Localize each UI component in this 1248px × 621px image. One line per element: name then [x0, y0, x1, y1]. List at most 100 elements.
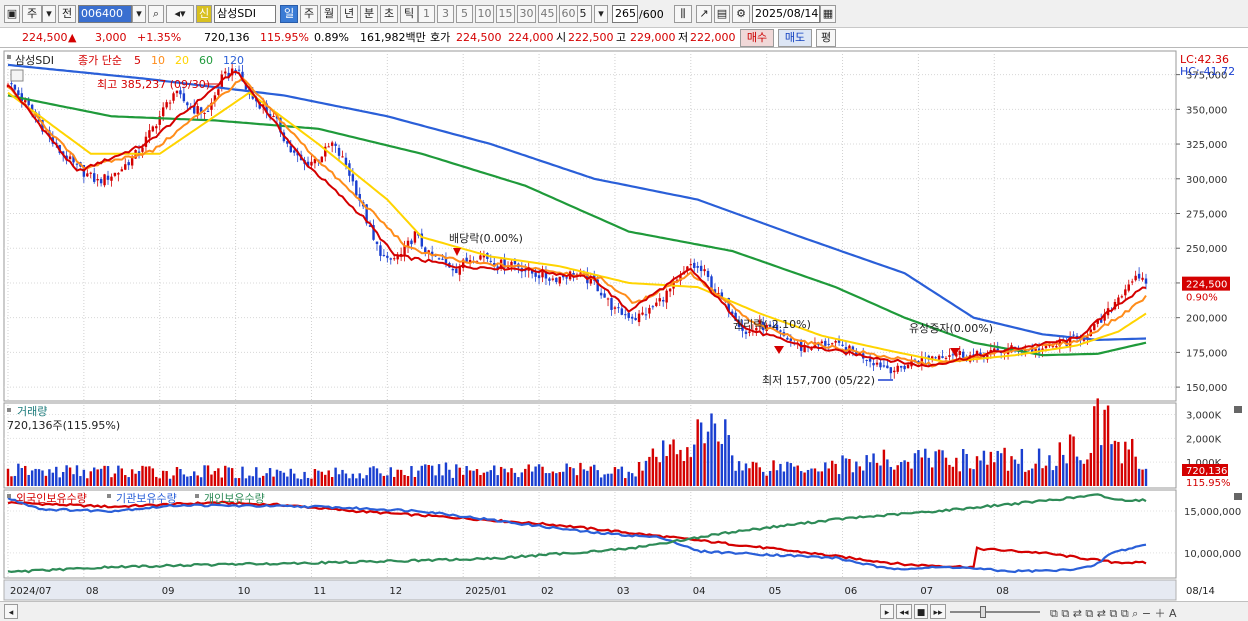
volume-bar: [406, 476, 410, 486]
volume-bar: [158, 478, 161, 486]
volume-bar: [137, 471, 141, 486]
candle-body: [327, 146, 330, 148]
interval-dropdown-icon[interactable]: ▾: [594, 5, 608, 23]
calendar-icon[interactable]: ▦: [820, 5, 836, 23]
volume-bar: [944, 457, 948, 486]
volume-bar: [1093, 406, 1096, 486]
prev-button[interactable]: 전: [58, 5, 76, 23]
stock-code-input[interactable]: 006400: [78, 5, 132, 23]
save-icon[interactable]: ▤: [714, 5, 730, 23]
volume-bar: [424, 464, 427, 486]
volume-bar: [986, 464, 989, 486]
draw-tool-icon[interactable]: ↗: [696, 5, 712, 23]
chart-tools-icons[interactable]: ⧉ ⧉ ⇄ ⧉ ⇄ ⧉ ⧉ ⌕ − ＋ A: [1050, 607, 1177, 620]
candle-body: [768, 325, 772, 328]
volume-bar: [1072, 436, 1075, 486]
candle-body: [337, 147, 341, 156]
y-tick-0: 150,000: [1186, 383, 1227, 394]
chart-scrollbar[interactable]: ◂ ▸ ◂◂ ■ ▸▸ ⧉ ⧉ ⇄ ⧉ ⇄ ⧉ ⧉ ⌕ − ＋ A: [0, 601, 1248, 621]
volume-bar: [999, 453, 1003, 486]
volume-bar: [365, 475, 368, 486]
volume-bar: [1024, 471, 1027, 486]
period-3[interactable]: 년: [340, 5, 358, 23]
interval-1[interactable]: 3: [437, 5, 454, 23]
interval-2[interactable]: 5: [456, 5, 473, 23]
rights-marker: [774, 346, 784, 354]
volume-bar: [613, 467, 617, 486]
volume-bar: [306, 477, 310, 486]
candle-body: [396, 255, 399, 260]
volume-bar: [513, 472, 517, 486]
period-1[interactable]: 주: [300, 5, 318, 23]
volume-bar: [448, 469, 451, 486]
interval-3[interactable]: 10: [475, 5, 494, 23]
buy-button[interactable]: 매수: [740, 29, 774, 47]
sell-button[interactable]: 매도: [778, 29, 812, 47]
interval-value[interactable]: 5: [574, 5, 592, 23]
gear-icon[interactable]: ⚙: [732, 5, 750, 23]
candle-body: [993, 348, 996, 351]
volume-bar: [58, 477, 61, 486]
volume-bar: [551, 471, 555, 486]
volume-bar: [530, 471, 534, 486]
zoom-slider[interactable]: [950, 611, 1040, 613]
volume-bar: [61, 471, 65, 486]
candle-body: [699, 265, 703, 272]
zoom-slider-thumb[interactable]: [980, 606, 986, 618]
stock-chart[interactable]: 2024/07 08 09 10 11 12 2025/01 02 03 04 05 06 07 08 08…: [0, 48, 1248, 601]
scroll-left-icon[interactable]: ◂: [4, 604, 18, 619]
candle-body: [634, 317, 637, 321]
low-annotation: 최저 157,700 (05/22): [762, 374, 875, 387]
candle-body: [613, 307, 617, 309]
interval-4[interactable]: 15: [496, 5, 515, 23]
volume-bar: [220, 477, 224, 486]
candle-body: [1141, 277, 1144, 280]
search-icon[interactable]: ⌕: [148, 5, 164, 23]
candle-type-icon[interactable]: ⫼: [674, 5, 692, 23]
candle-body: [86, 173, 89, 177]
candle-body: [265, 103, 268, 113]
scroll-right-icon[interactable]: ▸: [880, 604, 894, 619]
candle-body: [503, 258, 506, 268]
candle-body: [324, 146, 327, 157]
stop-icon[interactable]: ■: [914, 604, 928, 619]
period-6[interactable]: 틱: [400, 5, 418, 23]
volume-bar: [851, 472, 855, 486]
interval-7[interactable]: 60: [559, 5, 578, 23]
volume-bar: [172, 475, 175, 486]
candle-body: [310, 161, 313, 166]
volume-bar: [830, 460, 834, 486]
market-select[interactable]: 주: [22, 5, 42, 23]
period-5[interactable]: 초: [380, 5, 398, 23]
volume-bar: [720, 443, 724, 486]
date-input[interactable]: 2025/08/14: [752, 5, 820, 23]
volume-bar: [479, 475, 482, 486]
volume-bar: [924, 448, 927, 486]
sound-icon[interactable]: ◂▾: [166, 5, 194, 23]
volume-bar: [165, 471, 168, 486]
candle-body: [748, 331, 751, 333]
volume-bar: [989, 451, 993, 486]
candle-body: [355, 180, 358, 196]
candle-body: [824, 340, 827, 346]
flat-button[interactable]: 평: [816, 29, 836, 47]
volume-bar: [951, 466, 955, 486]
interval-6[interactable]: 45: [538, 5, 557, 23]
candle-body: [244, 82, 248, 90]
volume-bar: [899, 461, 903, 486]
interval-0[interactable]: 1: [418, 5, 435, 23]
candle-body: [334, 143, 337, 146]
interval-5[interactable]: 30: [517, 5, 536, 23]
stock-name-field[interactable]: 삼성SDI: [214, 5, 276, 23]
volume-bar: [189, 476, 192, 486]
period-4[interactable]: 분: [360, 5, 378, 23]
count-input[interactable]: 265: [612, 5, 638, 23]
candle-body: [155, 126, 158, 129]
rewind-icon[interactable]: ◂◂: [896, 604, 912, 619]
period-2[interactable]: 월: [320, 5, 338, 23]
period-0[interactable]: 일: [280, 5, 298, 23]
market-dropdown-icon[interactable]: ▾: [42, 5, 56, 23]
window-menu-icon[interactable]: ▣: [4, 5, 20, 23]
code-dropdown-icon[interactable]: ▾: [132, 5, 146, 23]
fast-forward-icon[interactable]: ▸▸: [930, 604, 946, 619]
